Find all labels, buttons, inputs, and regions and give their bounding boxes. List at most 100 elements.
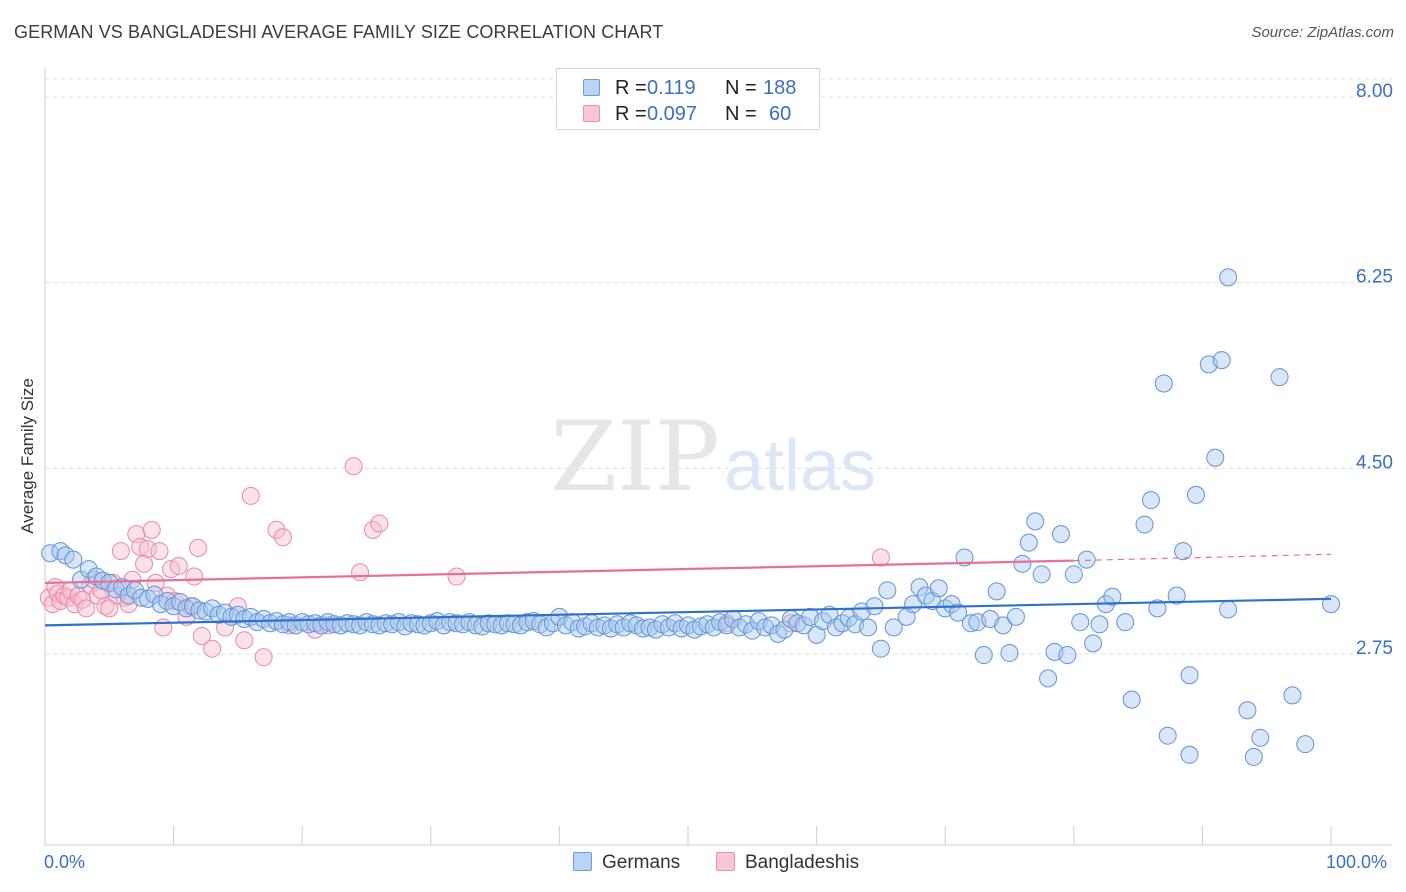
germans-point <box>974 646 993 665</box>
bangladeshis-point <box>235 631 254 650</box>
germans-trend-line <box>44 597 1332 627</box>
germans-point <box>1270 368 1289 387</box>
bangladeshis-point <box>192 626 211 645</box>
bangladeshis-trend-extension <box>1073 553 1332 562</box>
germans-point <box>1084 634 1103 653</box>
germans-point <box>1174 542 1193 561</box>
x-max-label: 100.0% <box>1326 852 1388 872</box>
germans-point <box>1206 448 1225 467</box>
bangladeshis-point <box>273 528 292 547</box>
germans-point <box>1219 268 1238 287</box>
germans-point <box>1283 686 1302 705</box>
germans-point <box>331 616 350 635</box>
r-value: 0.119 <box>647 77 696 99</box>
germans-point <box>1244 747 1263 766</box>
germans-point <box>987 582 1006 601</box>
germans-legend-icon <box>573 852 592 871</box>
x-min-label: 0.0% <box>44 852 86 872</box>
germans-swatch-icon <box>583 79 600 96</box>
germans-point <box>1135 515 1154 534</box>
watermark-zip: ZIP <box>550 401 719 513</box>
correlation-legend: R = 0.119 N = 188 R = 0.097 N = 60 <box>556 68 820 130</box>
legend-row-germans: R = 0.119 N = 188 <box>557 75 819 101</box>
bangladeshis-point <box>146 573 165 592</box>
germans-point <box>1026 512 1045 531</box>
germans-points <box>41 268 1340 766</box>
germans-point <box>878 581 897 600</box>
germans-point <box>961 614 980 633</box>
germans-point <box>79 560 98 579</box>
germans-point <box>994 616 1013 635</box>
germans-point <box>1000 643 1019 662</box>
legend-label: Germans <box>602 852 681 873</box>
bangladeshis-swatch-icon <box>583 105 600 122</box>
germans-point <box>1251 728 1270 747</box>
bangladeshis-point <box>135 554 154 573</box>
n-label: N = <box>725 77 757 99</box>
germans-point <box>293 613 312 632</box>
legend-item-bangladeshis[interactable]: Bangladeshis <box>716 852 859 874</box>
germans-point <box>1032 565 1051 584</box>
germans-point <box>1077 550 1096 569</box>
germans-point <box>884 618 903 637</box>
germans-point <box>72 570 91 589</box>
germans-point <box>447 614 466 633</box>
y-tick-label: 8.00 <box>1356 81 1393 102</box>
legend-label: Bangladeshis <box>745 852 860 873</box>
germans-point <box>1148 599 1167 618</box>
bangladeshis-point <box>363 520 382 539</box>
watermark-atlas: atlas <box>724 426 876 506</box>
axes <box>44 68 1392 846</box>
bangladeshis-point <box>131 537 150 556</box>
bangladeshis-point <box>267 520 286 539</box>
germans-point <box>1167 586 1186 605</box>
germans-point <box>261 614 280 633</box>
bangladeshis-point <box>871 548 890 567</box>
bangladeshis-point <box>370 514 389 533</box>
bangladeshis-point <box>254 648 273 667</box>
germans-point <box>949 603 968 622</box>
bangladeshis-point <box>142 520 161 539</box>
germans-point <box>871 639 890 658</box>
germans-point <box>1238 701 1257 720</box>
germans-point <box>1158 726 1177 745</box>
germans-point <box>633 619 652 638</box>
germans-point <box>1154 374 1173 393</box>
germans-point <box>1019 533 1038 552</box>
germans-point <box>363 615 382 634</box>
germans-point <box>1058 646 1077 665</box>
trend-lines <box>44 553 1332 627</box>
bangladeshis-trend-line <box>44 559 1074 585</box>
bangladeshis-point <box>447 567 466 586</box>
legend-item-germans[interactable]: Germans <box>573 852 680 874</box>
y-tick-label: 4.50 <box>1356 452 1393 473</box>
germans-point <box>1296 735 1315 754</box>
bangladeshis-point <box>150 542 169 561</box>
germans-point <box>1103 587 1122 606</box>
germans-point <box>1116 613 1135 632</box>
germans-point <box>1180 666 1199 685</box>
germans-point <box>1090 615 1109 634</box>
germans-point <box>1013 554 1032 573</box>
germans-point <box>1212 351 1231 370</box>
n-value: 60 <box>769 103 792 125</box>
bangladeshis-point <box>154 618 173 637</box>
germans-point <box>691 617 710 636</box>
germans-point <box>929 579 948 598</box>
n-value: 188 <box>763 77 797 99</box>
germans-point <box>1186 485 1205 504</box>
germans-point <box>1180 745 1199 764</box>
bangladeshis-legend-icon <box>716 852 735 871</box>
germans-point <box>865 597 884 616</box>
n-label: N = <box>725 103 757 125</box>
germans-point <box>1006 607 1025 626</box>
germans-point <box>1064 565 1083 584</box>
y-tick-label: 6.25 <box>1356 267 1393 288</box>
chart-title: GERMAN VS BANGLADESHI AVERAGE FAMILY SIZ… <box>14 22 664 42</box>
bangladeshis-point <box>77 599 96 618</box>
r-label: R = <box>615 103 647 125</box>
y-tick-label: 2.75 <box>1356 638 1393 659</box>
bangladeshis-point <box>344 457 363 476</box>
germans-point <box>370 616 389 635</box>
bangladeshis-point <box>189 538 208 557</box>
